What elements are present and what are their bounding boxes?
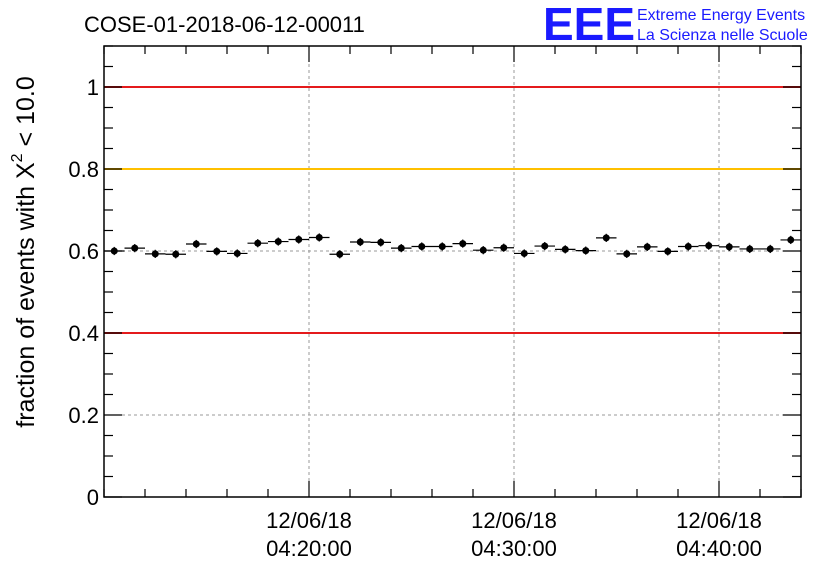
- y-tick-label: 1: [87, 75, 99, 100]
- data-point: [602, 234, 610, 242]
- data-point: [213, 247, 221, 255]
- reference-lines: [104, 86, 801, 334]
- data-point: [541, 242, 549, 250]
- axes: [103, 45, 802, 498]
- y-tick-label: 0: [87, 485, 99, 510]
- data-point: [766, 245, 774, 253]
- data-point: [254, 239, 262, 247]
- logo-line-1: Extreme Energy Events: [637, 7, 805, 24]
- data-point: [418, 242, 426, 250]
- data-point: [746, 245, 754, 253]
- data-point: [315, 233, 323, 241]
- y-axis-label-main: fraction of events with X: [12, 162, 40, 428]
- data-point: [336, 250, 344, 258]
- logo-line-2: La Scienza nelle Scuole: [637, 27, 808, 44]
- data-point: [438, 242, 446, 250]
- data-point: [397, 244, 405, 252]
- data-point: [356, 238, 364, 246]
- data-point: [684, 242, 692, 250]
- x-tick-time-label: 04:30:00: [471, 536, 557, 561]
- tick-labels: 0 0.2 0.4 0.6 0.8 1 12/06/18 04:20:00 12/06/18 04…: [68, 75, 761, 561]
- data-point: [151, 250, 159, 258]
- data-point: [500, 244, 508, 252]
- data-point: [274, 238, 282, 246]
- logo: EEE Extreme Energy Events La Scienza nel…: [543, 0, 808, 50]
- logo-mark: EEE: [543, 0, 635, 50]
- chart-title: COSE-01-2018-06-12-00011: [84, 12, 365, 37]
- y-axis-label-tail: < 10.0: [12, 76, 40, 153]
- data-point: [705, 242, 713, 250]
- x-tick-time-label: 04:20:00: [266, 536, 352, 561]
- x-tick-date-label: 12/06/18: [471, 508, 557, 533]
- x-tick-date-label: 12/06/18: [266, 508, 352, 533]
- data-point: [643, 243, 651, 251]
- plot-frame: [103, 45, 802, 498]
- y-axis-label: fraction of events with X2 < 10.0: [9, 76, 40, 427]
- y-tick-label: 0.4: [68, 321, 99, 346]
- x-tick-time-label: 04:40:00: [676, 536, 762, 561]
- data-point: [582, 247, 590, 255]
- x-tick-date-label: 12/06/18: [676, 508, 762, 533]
- data-point: [377, 238, 385, 246]
- data-point: [233, 249, 241, 257]
- data-point: [787, 236, 795, 244]
- data-point: [561, 245, 569, 253]
- data-point: [623, 250, 631, 258]
- y-tick-label: 0.8: [68, 157, 99, 182]
- data-point: [172, 250, 180, 258]
- data-point: [192, 240, 200, 248]
- data-point: [295, 236, 303, 244]
- y-tick-label: 0.2: [68, 403, 99, 428]
- data-point: [664, 247, 672, 255]
- y-tick-label: 0.6: [68, 239, 99, 264]
- grid: [104, 46, 801, 497]
- data-point: [725, 243, 733, 251]
- data-point: [520, 249, 528, 257]
- y-axis-label-superscript: 2: [9, 153, 26, 162]
- data-point: [479, 246, 487, 254]
- data-point: [131, 244, 139, 252]
- data-points: [104, 233, 801, 259]
- data-point: [459, 240, 467, 248]
